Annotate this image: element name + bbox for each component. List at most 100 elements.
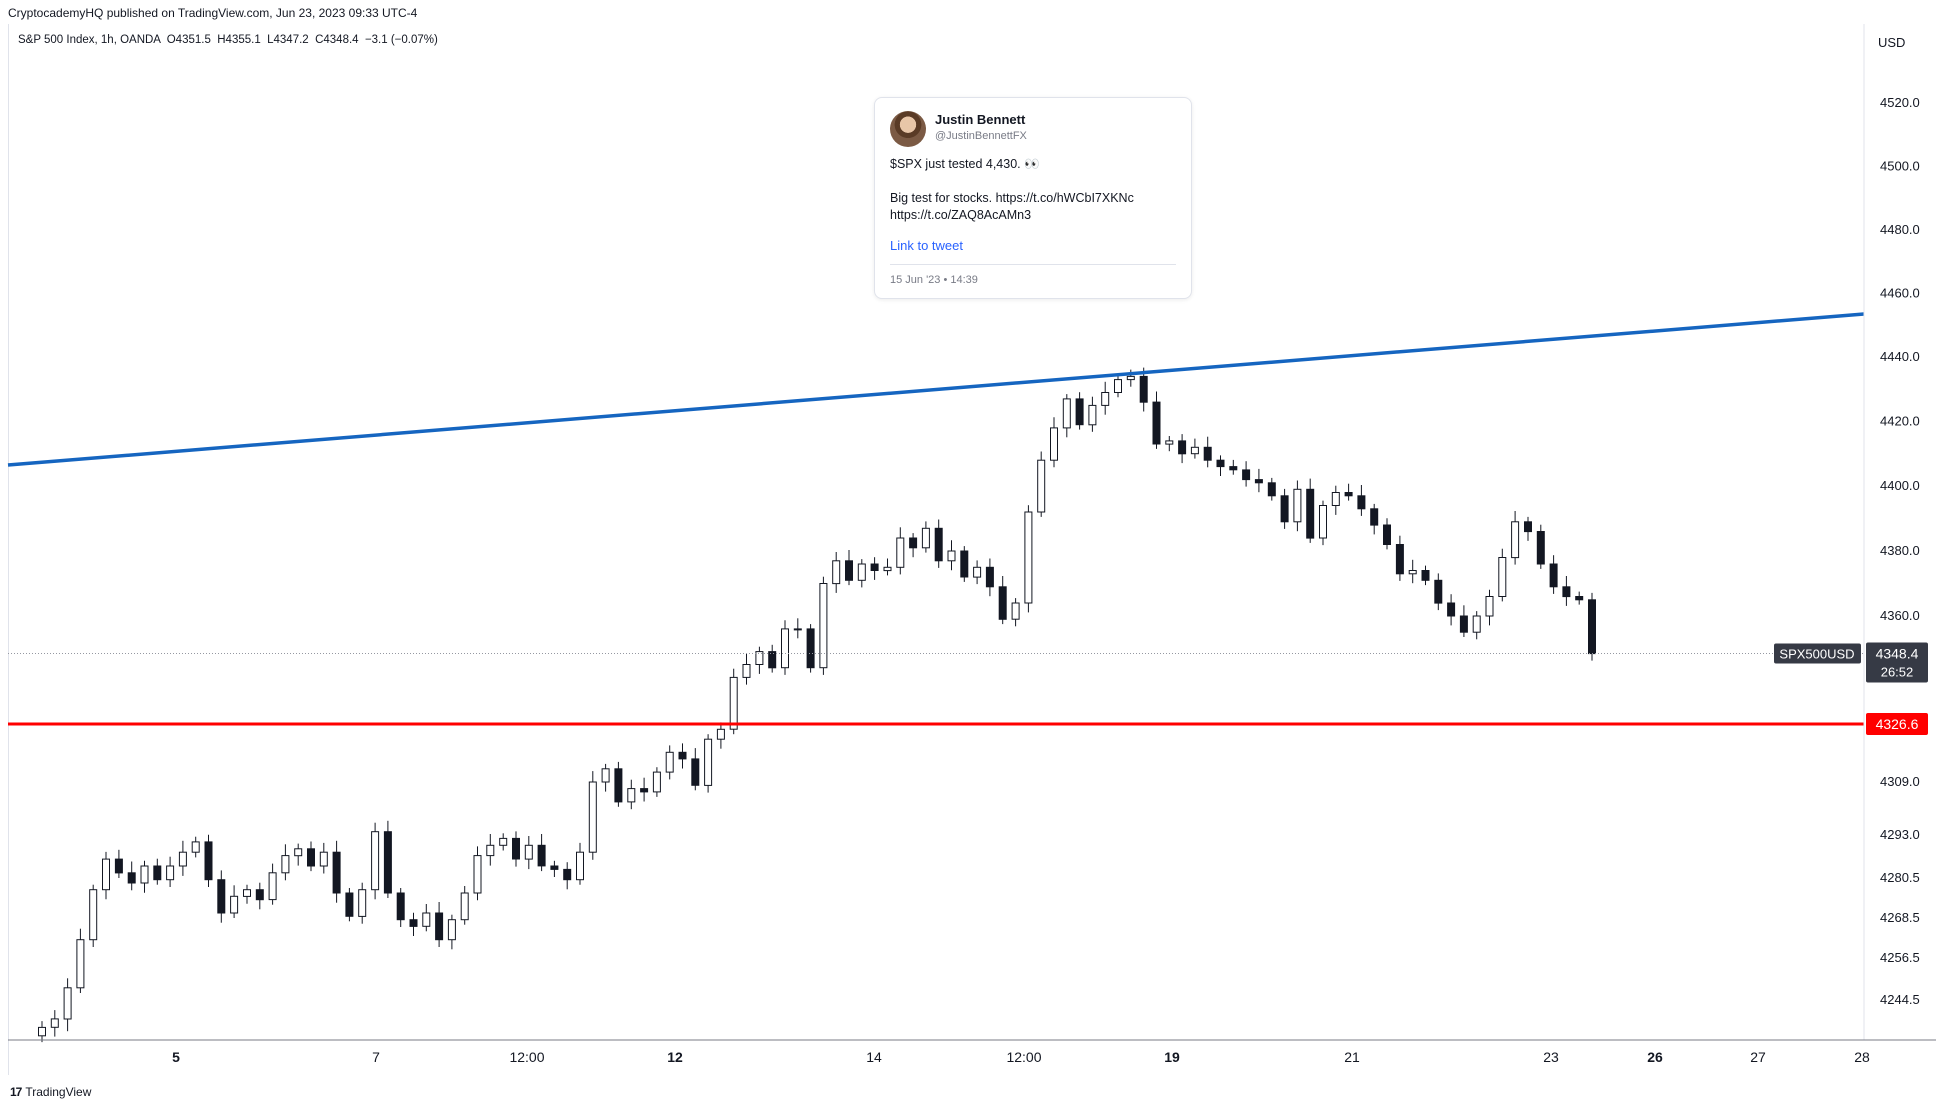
candle <box>1319 500 1327 546</box>
candle <box>1588 592 1596 661</box>
candle <box>345 888 354 922</box>
candle <box>1498 548 1507 602</box>
candle <box>512 831 520 867</box>
candle <box>601 763 610 792</box>
candle <box>460 886 469 925</box>
chart-frame <box>8 24 1944 1075</box>
candle <box>1088 396 1097 432</box>
y-tick-label: 4244.5 <box>1880 992 1920 1007</box>
candle <box>870 557 879 580</box>
candle <box>204 834 213 887</box>
y-tick-label: 4268.5 <box>1880 910 1920 925</box>
trendline[interactable] <box>7 312 1865 467</box>
candle <box>371 822 380 900</box>
candle <box>255 882 264 910</box>
candle <box>1062 394 1071 438</box>
candle <box>998 576 1007 625</box>
candle <box>1165 436 1174 452</box>
y-tick-label: 4480.0 <box>1880 222 1920 237</box>
candle <box>1114 374 1122 398</box>
last-price-value: 4348.4 <box>1876 646 1919 662</box>
footer-brand: TradingView <box>25 1085 92 1099</box>
publish-info: CryptocademyHQ published on TradingView.… <box>8 6 418 20</box>
candle <box>704 734 713 793</box>
candle <box>422 904 431 932</box>
candle <box>243 884 251 904</box>
candle <box>178 840 187 876</box>
candle <box>665 745 674 780</box>
candle <box>191 836 200 858</box>
candle <box>678 743 687 769</box>
symbol-badge-label: SPX500USD <box>1779 647 1854 662</box>
candle <box>691 748 700 791</box>
candle <box>153 858 162 885</box>
y-tick-label: 4520.0 <box>1880 95 1920 110</box>
candle <box>1075 392 1084 430</box>
candle <box>114 849 123 878</box>
candle <box>1395 535 1404 581</box>
candle <box>947 540 956 571</box>
x-tick-label: 12:00 <box>1006 1049 1041 1065</box>
candle <box>652 767 661 797</box>
x-tick-label: 12 <box>667 1049 683 1065</box>
candle <box>50 1010 59 1037</box>
candle <box>1459 605 1468 637</box>
x-tick-label: 12:00 <box>509 1049 544 1065</box>
candle <box>89 884 98 947</box>
candle <box>1549 555 1558 594</box>
candle <box>76 928 85 993</box>
candle <box>1383 518 1391 550</box>
candle <box>63 978 72 1032</box>
tweet-divider <box>890 264 1176 265</box>
candle <box>1101 381 1110 415</box>
candle <box>1421 565 1430 586</box>
candle <box>383 820 392 898</box>
candle <box>588 771 597 860</box>
candle <box>793 618 802 639</box>
candle <box>1575 591 1584 605</box>
candle <box>934 519 943 568</box>
candle <box>1254 468 1263 493</box>
candle <box>921 521 930 553</box>
y-tick-label: 4420.0 <box>1880 414 1920 429</box>
y-tick-label: 4500.0 <box>1880 159 1920 174</box>
candle <box>1331 485 1340 515</box>
candle <box>1536 524 1545 569</box>
y-tick-label: 4280.5 <box>1880 870 1920 885</box>
symbol-badge <box>1774 643 1861 664</box>
x-tick-label: 19 <box>1164 1049 1180 1065</box>
y-tick-label: 4380.0 <box>1880 543 1920 558</box>
candle <box>768 644 777 673</box>
candle <box>166 856 175 887</box>
candle <box>435 902 444 947</box>
tweet-date: 15 Jun '23 • 14:39 <box>890 274 978 286</box>
candle <box>1344 483 1353 501</box>
candle <box>806 624 815 673</box>
candle <box>294 843 303 866</box>
candle <box>499 833 508 851</box>
candle <box>909 533 918 558</box>
y-tick-label: 4309.0 <box>1880 774 1920 789</box>
candle <box>640 777 649 802</box>
candle <box>857 559 866 588</box>
candle <box>409 912 418 936</box>
candle <box>896 527 905 575</box>
currency-label: USD <box>1878 35 1905 50</box>
symbol-legend: S&P 500 Index, 1h, OANDA O4351.5 H4355.1… <box>18 34 438 46</box>
candle <box>819 576 828 675</box>
candle <box>716 722 725 749</box>
candle <box>140 860 149 893</box>
candle <box>473 846 482 901</box>
y-tick-label: 4400.0 <box>1880 478 1920 493</box>
support-price-badge <box>1866 713 1928 735</box>
link-to-tweet[interactable]: Link to tweet <box>890 238 963 253</box>
candle <box>281 844 290 881</box>
candle <box>550 860 559 877</box>
x-tick-label: 5 <box>172 1049 180 1065</box>
tradingview-footer: 17 TradingView <box>10 1085 91 1099</box>
x-tick-label: 14 <box>866 1049 882 1065</box>
candle <box>1216 455 1225 476</box>
candle <box>268 863 277 905</box>
candle <box>576 842 584 885</box>
